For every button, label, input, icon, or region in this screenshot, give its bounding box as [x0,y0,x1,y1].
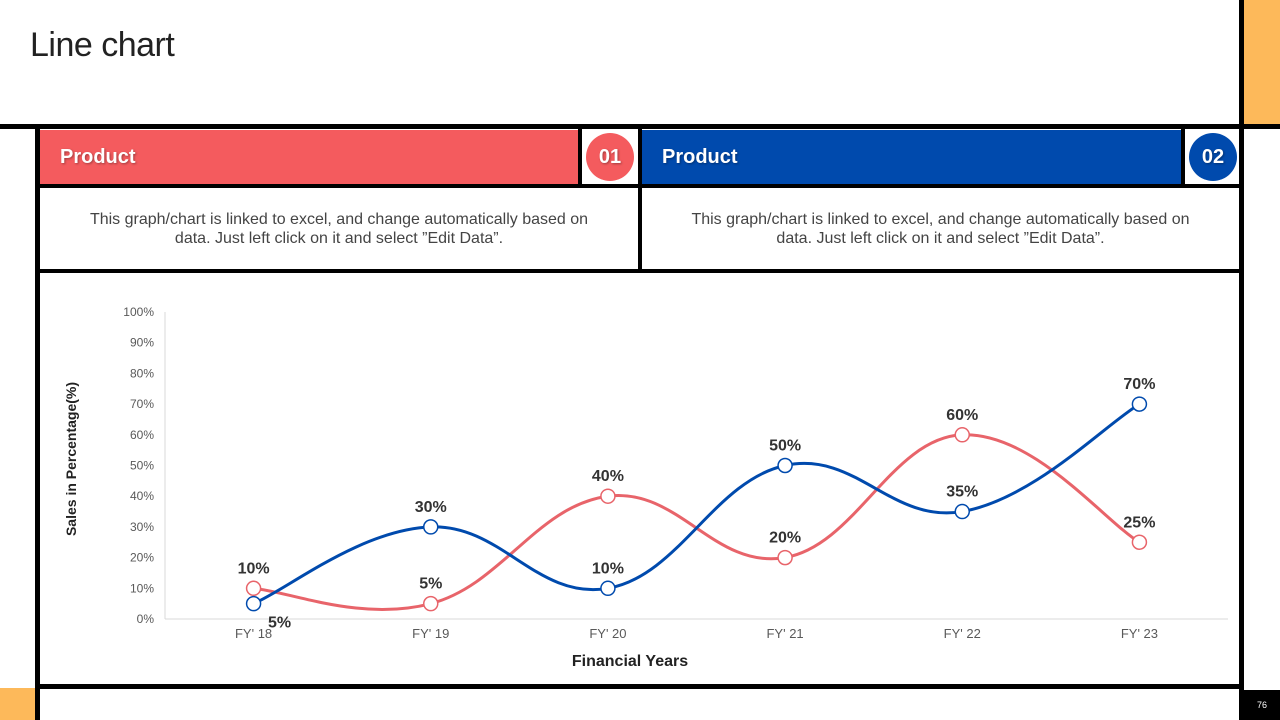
y-axis-title: Sales in Percentage(%) [63,382,79,536]
badge-divider-1 [578,124,582,188]
frame-right-line [1239,0,1244,720]
series-1-data-label: 5% [419,576,442,593]
series-line-1 [253,433,1141,611]
product-02-description: This graph/chart is linked to excel, and… [691,211,1190,247]
series-1-point [1131,534,1148,550]
y-tick-label: 100% [123,305,154,319]
badge-divider-2 [1181,124,1185,188]
series-2-data-label: 70% [1123,376,1155,393]
frame-left-line [35,124,40,720]
series-2-point [245,595,262,612]
product-01-header: Product [40,130,578,184]
y-tick-label: 0% [137,612,155,626]
accent-strip-top-right [1243,0,1280,124]
product-02-badge: 02 [1189,133,1237,181]
series-2-data-label: 50% [769,438,801,455]
product-02-label: Product [662,145,738,168]
y-tick-label: 40% [130,489,154,503]
y-tick-label: 90% [130,336,154,350]
column-divider [638,124,642,273]
series-2-data-label: 30% [415,499,447,516]
page-number: 76 [1244,690,1280,720]
series-2-point [600,580,616,597]
x-axis-title: Financial Years [572,653,688,670]
series-1-data-label: 60% [946,407,978,424]
series-2-point [777,457,793,474]
x-tick-label: FY' 19 [412,626,449,641]
series-1-point [600,488,616,504]
series-2-point [423,519,439,535]
product-01-badge: 01 [586,133,634,181]
series-1-point [954,427,970,443]
series-2-point [1131,396,1148,412]
x-tick-label: FY' 20 [589,626,626,641]
product-01-description: This graph/chart is linked to excel, and… [89,211,589,247]
series-2-data-label: 35% [946,484,978,501]
product-02-header: Product [642,130,1181,184]
y-tick-label: 80% [130,366,154,380]
x-tick-label: FY' 22 [944,626,981,641]
series-1-point [245,580,262,597]
accent-corner-bottom-left [0,688,36,720]
y-tick-label: 50% [130,459,154,473]
y-tick-label: 20% [130,551,154,565]
series-2-data-label: 5% [268,615,291,632]
series-1-data-label: 25% [1123,514,1155,531]
series-1-data-label: 10% [238,560,270,577]
y-tick-label: 30% [130,520,154,534]
series-1-data-label: 40% [592,468,624,485]
series-1-point [777,549,793,566]
x-tick-label: FY' 21 [766,626,803,641]
x-tick-label: FY' 23 [1121,626,1158,641]
series-2-data-label: 10% [592,560,624,577]
y-tick-label: 60% [130,428,154,442]
frame-bottom-line [35,684,1244,689]
product-01-label: Product [60,145,136,168]
slide-title: Line chart [30,26,175,64]
series-1-data-label: 20% [769,530,801,547]
x-tick-label: FY' 18 [235,626,272,641]
series-line-2 [252,402,1141,606]
y-tick-label: 70% [130,397,154,411]
y-tick-label: 10% [130,581,154,595]
series-1-point [423,595,439,612]
series-2-point [954,503,970,520]
